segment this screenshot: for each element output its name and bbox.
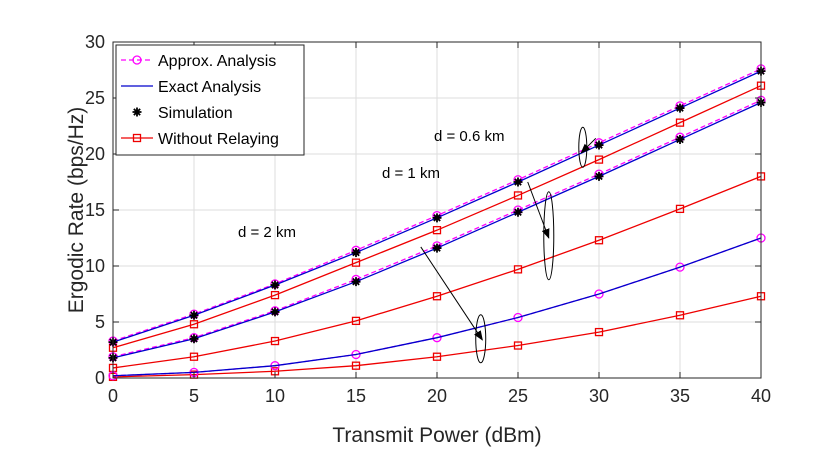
series-exact-analysis-2km [112, 237, 762, 377]
y-tick-label: 15 [85, 200, 105, 220]
data-point-square [351, 316, 361, 326]
legend-label: Exact Analysis [158, 79, 261, 96]
data-point-circle [513, 312, 523, 323]
data-point-square [594, 155, 604, 164]
data-point-square [675, 118, 685, 127]
series-line [112, 85, 762, 349]
data-point-square [432, 292, 442, 301]
annotation-group: d = 0.6 km [434, 126, 597, 168]
legend-box [115, 44, 305, 156]
y-tick-label: 0 [95, 368, 105, 388]
x-axis-title: Transmit Power (dBm) [332, 424, 541, 447]
x-tick-label: 20 [427, 386, 447, 406]
x-tick-label: 35 [670, 386, 690, 406]
data-point-star [513, 207, 523, 217]
data-point-circle [675, 262, 685, 272]
y-tick-label: 5 [95, 312, 105, 332]
data-point-square [594, 327, 604, 337]
series-line [112, 99, 762, 358]
legend-item: Without Relaying [121, 131, 279, 148]
series-line [112, 237, 762, 377]
legend-label: Simulation [158, 105, 233, 122]
data-point-square [132, 133, 142, 143]
data-point-square [513, 265, 523, 274]
annotation-layer: d = 0.6 km d = 1 km d = 2 km [238, 126, 597, 364]
data-point-circle [432, 333, 442, 343]
data-point-star [189, 310, 199, 320]
y-tick-label: 30 [85, 32, 105, 52]
x-tick-label: 40 [751, 386, 771, 406]
data-point-square [351, 361, 361, 370]
data-point-square [270, 290, 280, 300]
y-tick-label: 20 [85, 144, 105, 164]
x-tick-label: 5 [189, 386, 199, 406]
data-point-star [270, 280, 280, 290]
y-tick-label: 25 [85, 88, 105, 108]
data-point-star [675, 103, 685, 113]
data-point-square [594, 236, 604, 245]
annotation-group: d = 2 km [238, 224, 487, 364]
data-point-star [513, 177, 523, 187]
series-line [112, 175, 762, 369]
annotation-label: d = 2 km [238, 224, 296, 241]
legend-item: Exact Analysis [121, 79, 261, 96]
data-point-square [270, 336, 280, 346]
data-point-square [189, 320, 199, 329]
annotation-arrow [580, 137, 597, 154]
axes-layer: 0 5 10 15 20 25 30 35 40 0 5 10 15 20 25 30 [85, 32, 771, 406]
series-simulation-1km [108, 97, 766, 363]
data-point-star [675, 134, 685, 144]
data-point-square [675, 311, 685, 320]
data-point-star [351, 248, 361, 258]
series-without-relaying-1km [108, 172, 766, 373]
data-point-star [432, 243, 442, 253]
data-point-star [132, 107, 142, 117]
annotation-ellipse [578, 126, 588, 168]
data-point-star [594, 171, 604, 181]
y-axis-title: Ergodic Rate (bps/Hz) [65, 107, 88, 314]
data-point-star [270, 307, 280, 317]
data-point-square [432, 226, 442, 235]
y-tick-label: 10 [85, 256, 105, 276]
data-point-square [513, 341, 523, 350]
annotation-label: d = 1 km [382, 165, 440, 182]
x-tick-label: 25 [508, 386, 528, 406]
legend-label: Approx. Analysis [158, 53, 276, 70]
x-tick-label: 30 [589, 386, 609, 406]
data-point-square [513, 191, 523, 200]
legend-item: Approx. Analysis [121, 53, 276, 70]
annotation-group: d = 1 km [382, 165, 555, 281]
data-point-square [351, 258, 361, 267]
data-point-square [189, 352, 199, 361]
legend-item: Simulation [132, 105, 233, 122]
data-point-star [432, 213, 442, 223]
data-point-circle [594, 289, 604, 299]
series-layer [108, 64, 766, 382]
data-point-square [432, 352, 442, 361]
annotation-ellipse [543, 191, 555, 281]
series-line [112, 295, 762, 378]
data-point-circle [132, 55, 142, 65]
data-point-square [675, 204, 685, 214]
series-without-relaying-0_6km [108, 81, 766, 352]
annotation-arrow [420, 246, 483, 341]
x-tick-label: 0 [108, 386, 118, 406]
x-tick-label: 10 [265, 386, 285, 406]
legend: Approx. Analysis Exact Analysis Simulation… [115, 44, 305, 156]
data-point-star [351, 277, 361, 287]
annotation-ellipse [475, 314, 487, 364]
legend-label: Without Relaying [158, 131, 279, 148]
data-point-star [189, 334, 199, 344]
annotation-arrow [527, 181, 550, 239]
annotation-label: d = 0.6 km [434, 128, 504, 145]
data-point-star [594, 140, 604, 150]
x-tick-label: 15 [346, 386, 366, 406]
